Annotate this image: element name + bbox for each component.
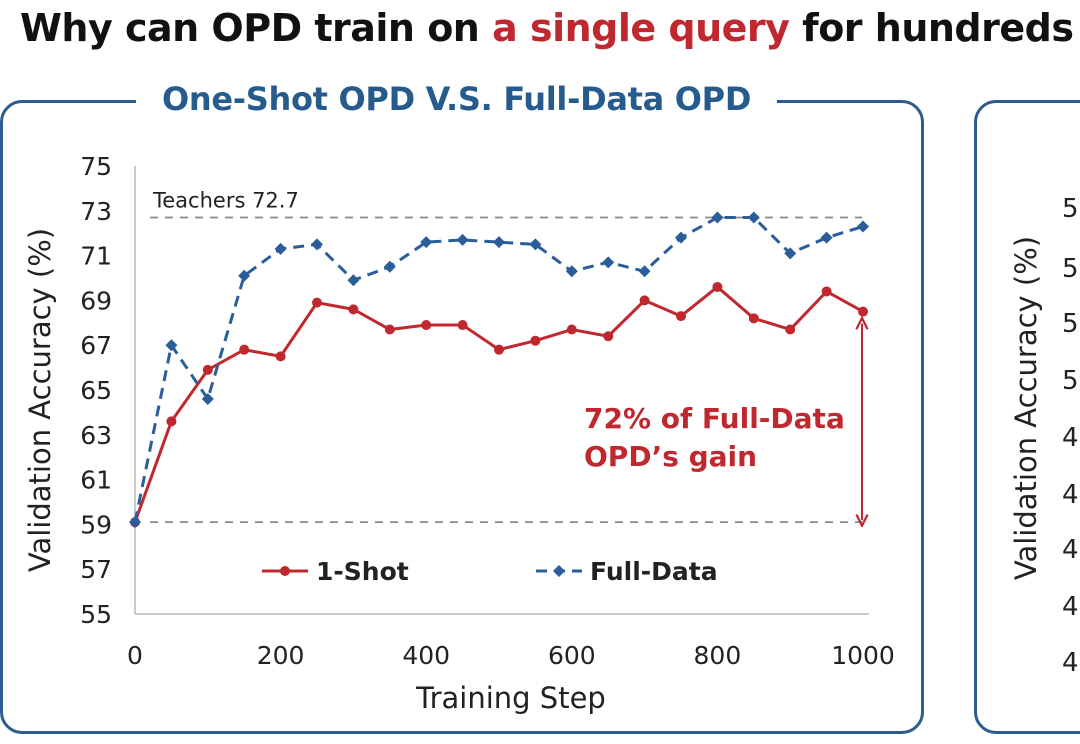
right-y-tick-label: 4 xyxy=(1062,480,1079,510)
x-tick-label: 200 xyxy=(257,641,305,670)
data-point xyxy=(748,313,759,324)
y-tick-label: 61 xyxy=(80,466,112,495)
slide-headline: Why can OPD train on a single query for … xyxy=(20,6,1080,50)
headline-highlight: a single query xyxy=(492,6,790,50)
data-point xyxy=(566,324,577,335)
x-tick-label: 1000 xyxy=(831,641,895,670)
y-tick-label: 57 xyxy=(80,555,112,584)
right-y-tick-label: 4 xyxy=(1062,535,1079,565)
y-axis-label: Validation Accuracy (%) xyxy=(23,228,57,572)
annotation-text: OPD’s gain xyxy=(584,440,757,473)
x-tick-label: 0 xyxy=(127,641,143,670)
data-point xyxy=(529,238,542,251)
data-point xyxy=(311,238,323,251)
headline-text-end: for hundreds o xyxy=(789,6,1080,50)
y-tick-label: 71 xyxy=(80,242,112,271)
y-tick-label: 73 xyxy=(80,197,112,226)
data-point xyxy=(602,256,615,269)
headline-text: Why can OPD train on xyxy=(20,6,493,50)
y-tick-label: 55 xyxy=(80,600,112,629)
data-point xyxy=(456,233,469,246)
data-point xyxy=(821,286,832,297)
data-point xyxy=(747,211,760,224)
right-y-tick-label: 5 xyxy=(1062,194,1079,224)
x-tick-label: 800 xyxy=(694,641,742,670)
data-point xyxy=(639,295,650,306)
right-y-tick-label: 5 xyxy=(1062,254,1079,284)
data-point xyxy=(530,335,541,346)
data-point xyxy=(348,304,359,315)
data-point xyxy=(421,320,432,331)
data-point xyxy=(384,324,395,335)
data-point xyxy=(857,220,869,233)
data-point xyxy=(820,231,833,244)
x-axis-label: Training Step xyxy=(415,681,606,715)
y-tick-label: 59 xyxy=(80,510,112,539)
data-point xyxy=(166,416,177,427)
right-y-tick-label: 4 xyxy=(1062,423,1079,453)
legend-swatch-marker xyxy=(553,565,565,577)
legend-label: Full-Data xyxy=(590,557,718,586)
x-tick-label: 600 xyxy=(548,641,596,670)
y-tick-label: 67 xyxy=(80,331,112,360)
data-point xyxy=(711,211,724,224)
annotation-text: 72% of Full-Data xyxy=(584,402,845,435)
data-point xyxy=(858,306,868,317)
data-point xyxy=(239,344,250,355)
y-tick-label: 63 xyxy=(80,421,112,450)
right-chart-panel xyxy=(974,100,1080,734)
data-point xyxy=(312,297,322,308)
data-point xyxy=(493,236,505,249)
data-point xyxy=(785,324,796,335)
data-point xyxy=(238,269,251,282)
data-point xyxy=(275,351,286,362)
right-y-tick-label: 4 xyxy=(1062,648,1079,678)
data-point xyxy=(638,265,651,278)
data-point xyxy=(274,242,287,255)
right-y-tick-label: 5 xyxy=(1062,366,1079,396)
series-line xyxy=(133,216,864,523)
data-point xyxy=(420,236,433,249)
y-tick-label: 69 xyxy=(80,286,112,315)
data-point xyxy=(494,344,504,355)
data-point xyxy=(784,247,797,260)
y-tick-label: 75 xyxy=(80,152,112,181)
legend-label: 1-Shot xyxy=(316,557,409,586)
right-y-tick-label: 4 xyxy=(1062,592,1079,622)
data-point xyxy=(712,281,723,292)
data-point xyxy=(347,274,360,287)
y-tick-label: 65 xyxy=(80,376,112,405)
data-point xyxy=(165,339,178,352)
data-point xyxy=(603,331,614,342)
data-point xyxy=(565,265,578,278)
data-point xyxy=(676,311,686,322)
legend-swatch-marker xyxy=(280,566,290,576)
data-point xyxy=(457,320,468,331)
reference-line-label: Teachers 72.7 xyxy=(152,189,299,213)
data-point xyxy=(202,364,213,375)
data-point xyxy=(675,231,687,244)
panel-title: One-Shot OPD V.S. Full-Data OPD xyxy=(136,80,778,118)
data-point xyxy=(201,392,214,405)
data-point xyxy=(383,260,396,273)
right-y-tick-label: 5 xyxy=(1062,309,1079,339)
x-tick-label: 400 xyxy=(402,641,450,670)
data-point xyxy=(129,516,141,529)
